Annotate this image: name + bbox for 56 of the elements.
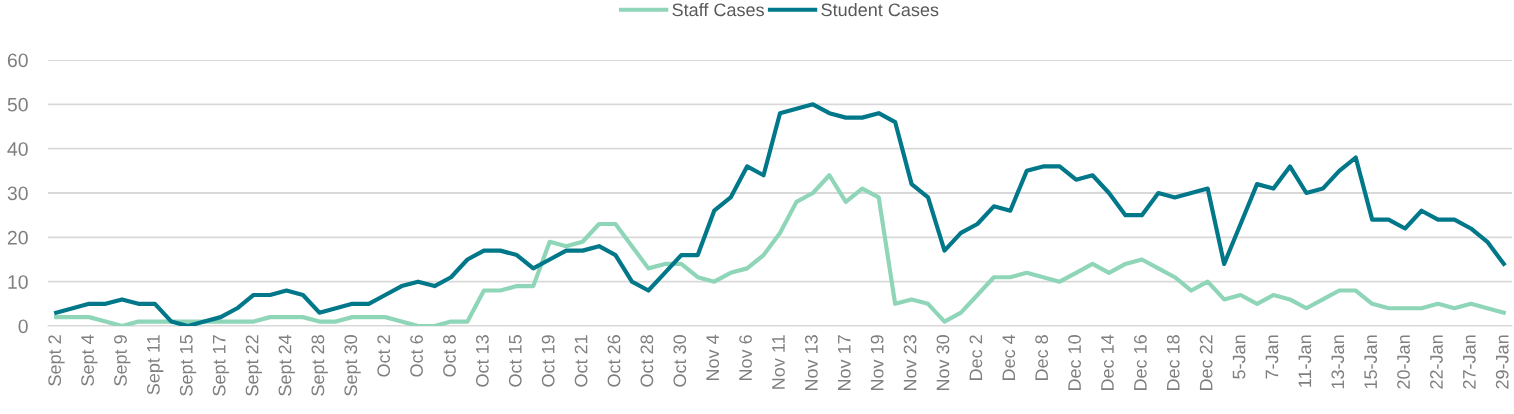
y-tick-label: 40: [7, 142, 28, 156]
x-tick-label: Dec 2: [969, 335, 983, 381]
x-tick-label: Sept 9: [114, 335, 131, 386]
y-tick-label: 20: [7, 230, 28, 245]
x-tick-label: 29-Jan: [1495, 335, 1509, 389]
x-tick-label: Dec 14: [1101, 334, 1114, 391]
x-tick-label: Oct 28: [640, 335, 654, 387]
x-tick-label: Nov 17: [838, 335, 851, 391]
x-tick-label: Nov 11: [772, 335, 785, 389]
x-tick-label: 7-Jan: [1265, 335, 1279, 379]
y-tick-label: 50: [7, 97, 28, 112]
x-tick-label: Oct 19: [541, 335, 555, 387]
x-tick-label: 15-Jan: [1364, 335, 1378, 389]
x-tick-label: Nov 13: [804, 335, 818, 391]
legend-label: Staff Cases: [672, 3, 764, 17]
x-tick-label: Oct 13: [475, 335, 489, 387]
x-tick-label: Sept 2: [48, 335, 65, 386]
x-tick-label: Oct 30: [673, 335, 687, 387]
x-tick-label: Sept 11: [146, 335, 164, 395]
x-tick-label: Dec 18: [1166, 335, 1180, 391]
y-tick-label: 10: [8, 275, 28, 289]
x-tick-label: Oct 21: [574, 335, 588, 387]
x-tick-label: Dec 8: [1035, 335, 1049, 381]
x-tick-label: 20-Jan: [1397, 335, 1410, 389]
x-tick-label: Sept 4: [81, 334, 98, 386]
x-tick-label: 22-Jan: [1430, 335, 1443, 389]
x-tick-label: 13-Jan: [1331, 335, 1345, 389]
x-tick-label: Dec 16: [1133, 335, 1147, 391]
y-tick-label: 30: [7, 186, 28, 201]
x-tick-label: 27-Jan: [1462, 335, 1476, 389]
x-tick-label: Sept 22: [245, 335, 263, 396]
x-tick-label: Oct 8: [443, 335, 456, 377]
x-tick-label: Oct 15: [508, 335, 522, 387]
x-tick-label: 5-Jan: [1232, 335, 1246, 379]
y-tick-label: 60: [7, 53, 28, 68]
x-tick-label: 11-Jan: [1298, 335, 1312, 387]
x-tick-label: Nov 23: [903, 335, 917, 391]
x-tick-label: Nov 19: [870, 335, 884, 391]
x-tick-label: Sept 24: [278, 334, 295, 396]
legend-label: Student Cases: [821, 2, 939, 17]
x-tick-label: Nov 6: [739, 335, 752, 381]
line-series: [54, 102, 1506, 326]
x-tick-label: Oct 2: [377, 335, 391, 377]
x-tick-label: Oct 26: [607, 335, 621, 387]
x-tick-label: Sept 30: [344, 335, 361, 396]
y-tick-label: 0: [18, 319, 28, 334]
x-tick-label: Dec 10: [1068, 335, 1081, 391]
x-tick-label: Oct 6: [410, 335, 423, 377]
line-series: [54, 173, 1506, 326]
x-tick-label: Nov 4: [706, 334, 720, 381]
x-tick-label: Sept 15: [179, 335, 197, 396]
x-tick-label: Dec 22: [1199, 335, 1213, 391]
x-tick-label: Nov 30: [936, 335, 950, 391]
x-tick-label: Sept 17: [212, 335, 230, 396]
x-tick-label: Sept 28: [311, 335, 328, 396]
x-tick-label: Dec 4: [1002, 334, 1016, 381]
